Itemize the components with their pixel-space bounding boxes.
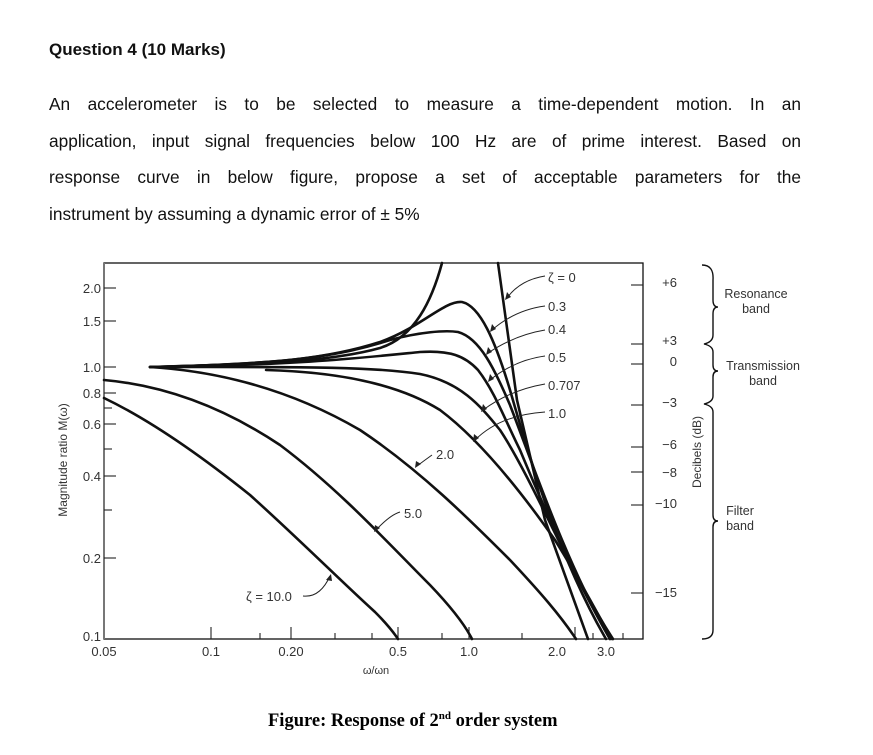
db-tick-label: +6 [662,275,677,290]
caption-text: Figure: Response of 2 [268,711,439,732]
db-tick-label: −10 [655,496,677,511]
y-tick-label: 0.2 [83,551,101,566]
y-tick-label: 1.0 [83,360,101,375]
x-tick-label: 0.5 [389,644,407,659]
question-title: Question 4 (10 Marks) [49,40,226,59]
zeta-label: 0.4 [548,322,566,337]
x-tick-label: 2.0 [548,644,566,659]
y-tick-label: 0.8 [83,386,101,401]
curve-zeta-0 [148,261,444,369]
db-tick-label: 0 [670,354,677,369]
x-tick-label: 0.1 [202,644,220,659]
y-tick-label: 2.0 [83,281,101,296]
zeta-label: 5.0 [404,506,422,521]
annotation-arrows [302,275,546,597]
db-ticks [631,284,643,594]
y-tick-label: 0.6 [83,417,101,432]
band-labels: Resonance band Transmission band Filter … [724,287,800,533]
band-braces [701,264,719,640]
caption-superscript: nd [438,710,452,722]
band-label: Resonance [724,287,787,301]
band-label: Filter [726,504,754,518]
zeta-label: 0.5 [548,350,566,365]
curve-zeta-0.707 [148,365,612,641]
question-line: application, input signal frequencies be… [49,130,801,151]
band-label: Transmission [726,359,800,373]
zeta-label: 1.0 [548,406,566,421]
curve-zeta-10.0 [102,396,400,641]
db-tick-label: −8 [662,465,677,480]
band-label: band [742,302,770,316]
y-tick-labels: 2.0 1.5 1.0 0.8 0.6 0.4 0.2 0.1 [83,281,101,644]
zeta-label: 0.3 [548,299,566,314]
y-tick-label: 1.5 [83,314,101,329]
curve-zeta-1.0 [264,368,614,641]
x-tick-label: 0.05 [91,644,116,659]
curve-zeta-5.0 [102,378,474,641]
response-curves [102,261,615,641]
caption-text: order system [451,711,558,732]
curve-zeta-0.4 [148,329,612,641]
zeta-label: ζ = 0 [548,270,576,285]
y-ticks [104,287,116,559]
x-tick-labels: 0.05 0.1 0.20 0.5 1.0 2.0 3.0 [91,644,615,659]
db-tick-label: −6 [662,437,677,452]
x-tick-label: 1.0 [460,644,478,659]
x-axis-label: ω/ωn [363,665,389,677]
question-body: An accelerometer is to be selected to me… [49,86,801,232]
figure-caption: Figure: Response of 2nd order system [268,710,558,732]
x-tick-label: 0.20 [278,644,303,659]
zeta-label: 2.0 [436,447,454,462]
plot-frame [103,262,644,640]
question-line: response curve in below figure, propose … [49,167,801,187]
question-line: An accelerometer is to be selected to me… [49,94,801,114]
curve-zeta-2.0 [148,365,578,641]
y-tick-label: 0.4 [83,469,101,484]
db-tick-label: −3 [662,395,677,410]
zeta-label: 0.707 [548,378,581,393]
arrow-heads [326,292,511,581]
x-tick-label: 3.0 [597,644,615,659]
x-ticks [210,627,624,639]
zeta-labels: ζ = 0 0.3 0.4 0.5 0.707 1.0 2.0 5.0 ζ = … [246,270,581,604]
db-axis-label: Decibels (dB) [690,416,704,488]
y-axis-label: Magnitude ratio M(ω) [56,403,70,516]
db-tick-label: −15 [655,585,677,600]
band-label: band [749,374,777,388]
question-line: instrument by assuming a dynamic error o… [49,203,420,224]
db-tick-labels: +6 +3 0 −3 −6 −8 −10 −15 [655,275,677,600]
zeta-label: ζ = 10.0 [246,589,292,604]
band-label: band [726,519,754,533]
db-tick-label: +3 [662,333,677,348]
y-tick-label: 0.1 [83,629,101,644]
